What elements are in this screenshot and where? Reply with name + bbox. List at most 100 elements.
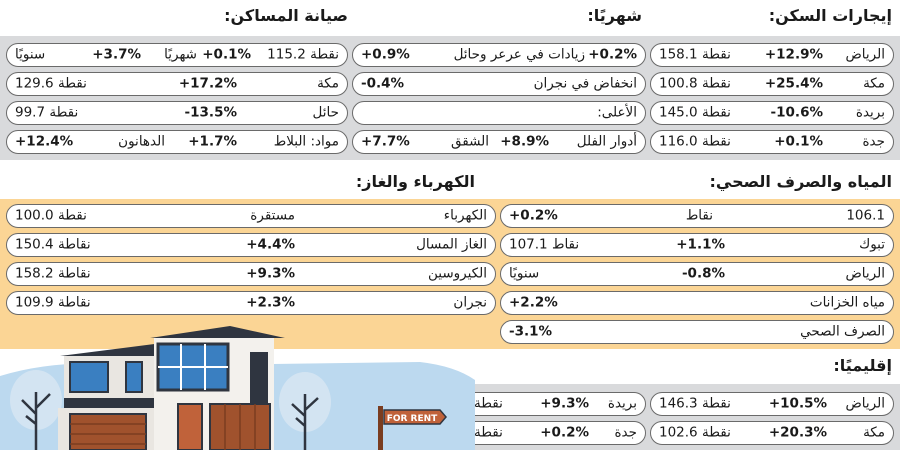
electricity-value: 158.2 نقاطة (15, 265, 91, 282)
rent-row: جدة +0.1% 116.0 نقطة (650, 130, 894, 154)
rent-heading: إيجارات السكن: (768, 6, 892, 25)
maintenance-row: مواد: البلاط +1.7% الدهانون +12.4% (6, 130, 348, 154)
water-row: تبوك +1.1% 107.1 نقاط (500, 233, 894, 257)
water-row: 106.1 نقاط +0.2% (500, 204, 894, 228)
maintenance-change: +0.1% (202, 46, 251, 63)
maintenance-value: 129.6 نقطة (15, 75, 87, 92)
monthly-text: الأعلى: (597, 104, 637, 121)
rent-row: بريدة -10.6% 145.0 نقطة (650, 101, 894, 125)
maintenance-material: مواد: البلاط (273, 133, 339, 150)
electricity-row: الغاز المسال +4.4% 150.4 نقاطة (6, 233, 496, 257)
rent-value: 145.0 نقطة (659, 104, 731, 121)
water-label: الصرف الصحي (800, 323, 885, 340)
water-text: نقاط (685, 207, 713, 224)
regional-row: مكة +20.3% 102.6 نقطة (650, 421, 894, 445)
monthly-row: الأعلى: (352, 101, 646, 125)
monthly-row: أدوار الفلل +8.9% الشقق +7.7% (352, 130, 646, 154)
rent-row: مكة +25.4% 100.8 نقطة (650, 72, 894, 96)
maintenance-row: حائل -13.5% 99.7 نقطة (6, 101, 348, 125)
rent-change: +25.4% (764, 75, 823, 92)
maintenance-change: +12.4% (15, 133, 74, 150)
electricity-row: نجران +2.3% 109.9 نقاطة (6, 291, 496, 315)
monthly-text: الشقق (451, 133, 489, 150)
water-value: 107.1 نقاط (509, 236, 580, 253)
maintenance-change: +1.7% (188, 133, 237, 150)
maintenance-material: الدهانون (118, 133, 165, 150)
rent-value: 116.0 نقطة (659, 133, 731, 150)
electricity-row: الكهرباء مستقرة 100.0 نقطة (6, 204, 496, 228)
regional-heading: إقليميًا: (833, 356, 892, 375)
electricity-label: الغاز المسال (416, 236, 487, 253)
monthly-heading: شهريًا: (587, 6, 642, 25)
rent-city: مكة (863, 75, 885, 92)
electricity-heading: الكهرباء والغاز: (355, 172, 475, 191)
maintenance-value: 115.2 نقطة (267, 46, 339, 63)
electricity-label: الكيروسين (427, 265, 487, 282)
monthly-text: أدوار الفلل (576, 133, 637, 150)
tree-right-icon (279, 372, 331, 450)
tree-left-icon (10, 370, 62, 450)
rent-value: 100.8 نقطة (659, 75, 731, 92)
for-rent-sign-icon: FOR RENT (378, 406, 447, 450)
water-row: مياه الخزانات +2.2% (500, 291, 894, 315)
monthly-text: انخفاض في نجران (533, 75, 637, 92)
regional-row: الرياض +10.5% 146.3 نقطة (650, 392, 894, 416)
regional-change: +10.5% (768, 395, 827, 412)
regional-value: 146.3 نقطة (659, 395, 731, 412)
maintenance-row: 115.2 نقطة +0.1% شهريًا +3.7% سنويًا (6, 43, 348, 67)
maintenance-city: مكة (317, 75, 339, 92)
water-change: +1.1% (676, 236, 725, 253)
rent-change: +12.9% (764, 46, 823, 63)
house-illustration: FOR RENT (0, 326, 475, 450)
rent-value: 158.1 نقطة (659, 46, 731, 63)
regional-city: مكة (863, 424, 885, 441)
water-label: تبوك (859, 236, 885, 253)
regional-city: الرياض (845, 395, 885, 412)
maintenance-city: حائل (312, 104, 339, 121)
electricity-label: الكهرباء (443, 207, 487, 224)
water-change: -0.8% (681, 265, 725, 282)
water-change: +2.2% (509, 294, 558, 311)
maintenance-text: سنويًا (15, 46, 46, 63)
maintenance-row: مكة +17.2% 129.6 نقطة (6, 72, 348, 96)
regional-city: جدة (614, 424, 637, 441)
electricity-text: مستقرة (250, 207, 295, 224)
electricity-value: 109.9 نقاطة (15, 294, 91, 311)
for-rent-sign-text: FOR RENT (387, 414, 438, 424)
electricity-change: +2.3% (246, 294, 295, 311)
maintenance-change: +17.2% (178, 75, 237, 92)
water-row: الصرف الصحي -3.1% (500, 320, 894, 344)
rent-row: الرياض +12.9% 158.1 نقطة (650, 43, 894, 67)
water-heading: المياه والصرف الصحي: (709, 172, 892, 191)
regional-change: +9.3% (540, 395, 589, 412)
water-value: 106.1 (846, 207, 885, 224)
water-change: +0.2% (509, 207, 558, 224)
monthly-change: -0.4% (361, 75, 405, 92)
monthly-change: +8.9% (500, 133, 549, 150)
electricity-value: 100.0 نقطة (15, 207, 87, 224)
regional-city: بريدة (607, 395, 637, 412)
regional-change: +20.3% (768, 424, 827, 441)
electricity-value: 150.4 نقاطة (15, 236, 91, 253)
rent-city: الرياض (845, 46, 885, 63)
maintenance-value: 99.7 نقطة (15, 104, 79, 121)
monthly-change: +0.2% (588, 46, 637, 63)
electricity-change: +4.4% (246, 236, 295, 253)
monthly-change: +0.9% (361, 46, 410, 63)
maintenance-text: شهريًا (164, 46, 197, 63)
maintenance-heading: صيانة المساكن: (224, 6, 348, 25)
electricity-row: الكيروسين +9.3% 158.2 نقاطة (6, 262, 496, 286)
monthly-text: زيادات في عرعر وحائل (453, 46, 585, 63)
water-label: مياه الخزانات (809, 294, 885, 311)
rent-change: +0.1% (774, 133, 823, 150)
monthly-change: +7.7% (361, 133, 410, 150)
water-label: الرياض (845, 265, 885, 282)
rent-change: -10.6% (770, 104, 823, 121)
monthly-row: +0.2% زيادات في عرعر وحائل +0.9% (352, 43, 646, 67)
water-row: الرياض -0.8% سنويًا (500, 262, 894, 286)
maintenance-change: +3.7% (92, 46, 141, 63)
regional-value: 102.6 نقطة (659, 424, 731, 441)
regional-change: +0.2% (540, 424, 589, 441)
rent-city: بريدة (855, 104, 885, 121)
monthly-row: انخفاض في نجران -0.4% (352, 72, 646, 96)
